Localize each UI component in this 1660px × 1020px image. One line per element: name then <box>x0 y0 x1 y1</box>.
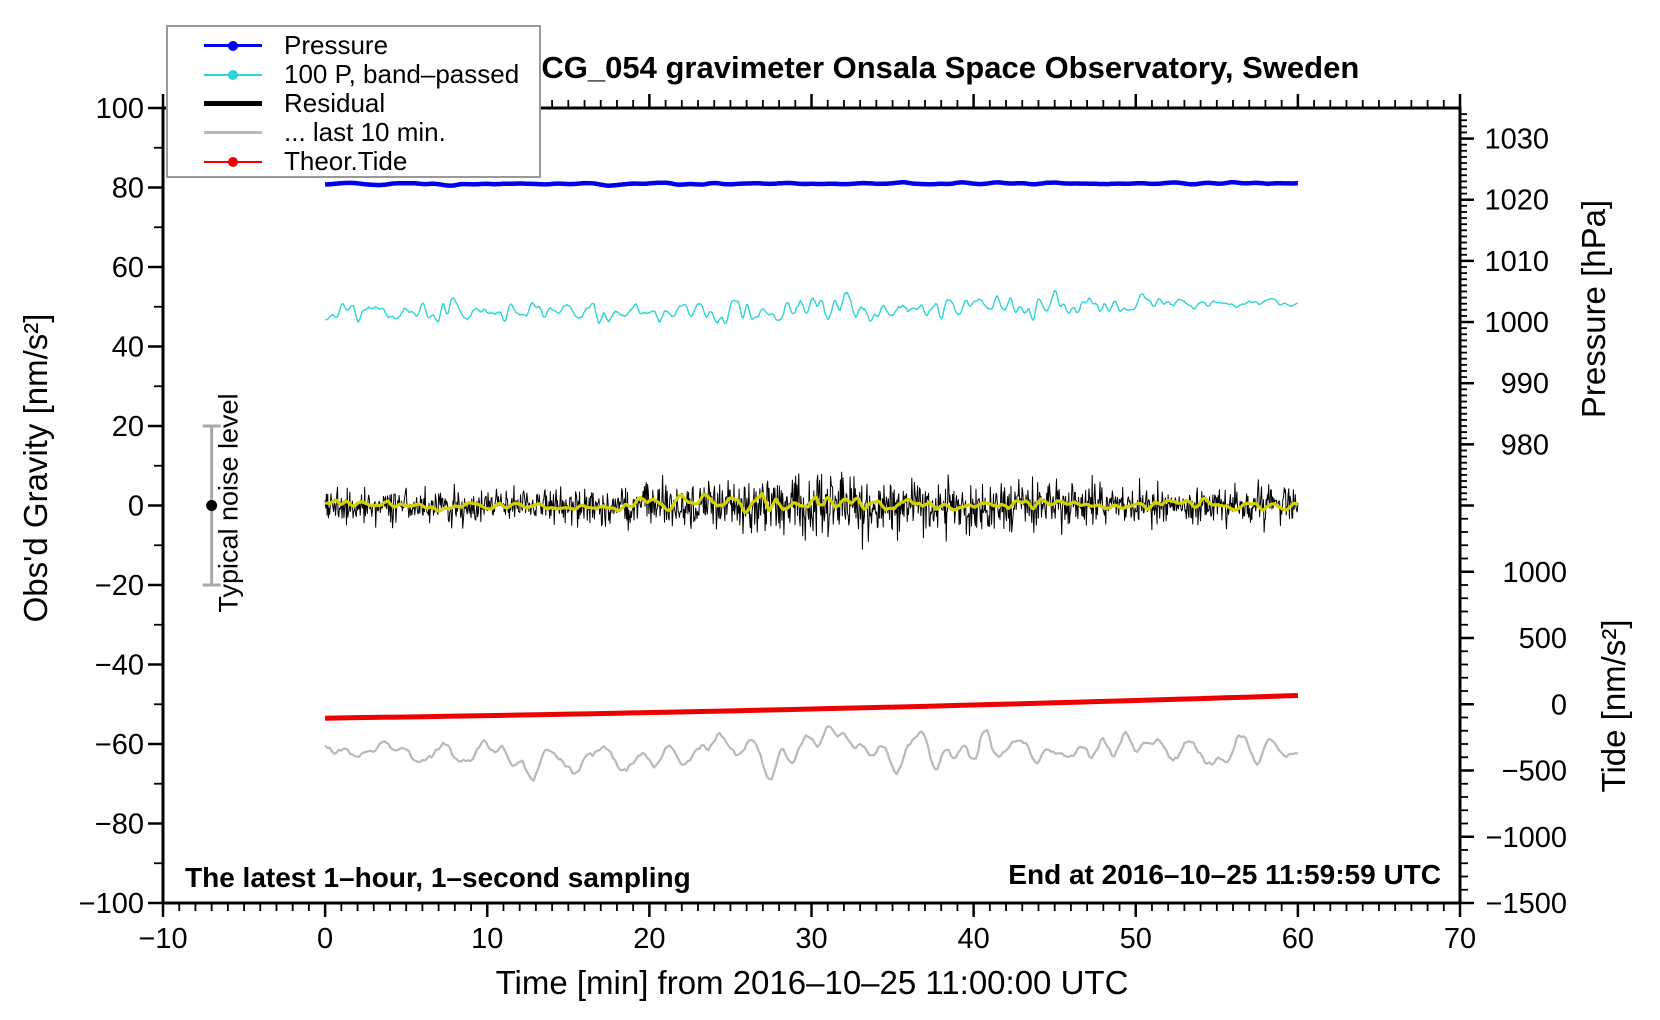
legend-item-3: Residual <box>168 88 539 118</box>
tick-label: 60 <box>112 252 144 284</box>
noise-bar-dot <box>206 500 218 511</box>
tick-label: 30 <box>795 923 827 955</box>
tick-label: −500 <box>1502 756 1567 788</box>
tick-label: 1030 <box>1484 124 1549 156</box>
sampling-note: The latest 1–hour, 1–second sampling <box>185 862 691 893</box>
tick-label: −1500 <box>1486 888 1567 920</box>
legend-label: Pressure <box>284 30 389 60</box>
page-title: SCG_054 gravimeter Onsala Space Observat… <box>520 50 1360 85</box>
end-time-note: End at 2016–10–25 11:59:59 UTC <box>1008 859 1441 890</box>
series-pressure-band-passed-line <box>325 289 1299 325</box>
tide-axis-title: Tide [nm/s²] <box>1595 619 1632 793</box>
tick-label: 500 <box>1519 623 1567 655</box>
tick-label: −80 <box>95 809 144 841</box>
legend-sample-line <box>204 40 262 51</box>
tick-label: 1010 <box>1484 246 1549 278</box>
tick-label: 50 <box>1120 923 1152 955</box>
tick-label: 0 <box>128 491 144 523</box>
series-last-10-min-line <box>324 725 1298 782</box>
x-axis-title: Time [min] from 2016–10–25 11:00:00 UTC <box>495 964 1129 1001</box>
legend-sample-line <box>204 101 262 106</box>
series-group <box>324 179 1299 782</box>
legend-sample-line <box>204 130 262 135</box>
legend-label: 100 P, band–passed <box>284 59 520 89</box>
legend-box: Pressure 100 P, band–passed Residual... la… <box>166 25 541 178</box>
tick-label: 20 <box>633 923 665 955</box>
legend-sample-line <box>204 69 262 80</box>
series-residual-smoothed-line <box>324 492 1299 514</box>
tick-label: −40 <box>95 650 144 682</box>
tick-label: 980 <box>1501 429 1549 461</box>
legend-label: ... last 10 min. <box>284 117 446 147</box>
tick-label: −60 <box>95 729 144 761</box>
legend-dot-marker <box>228 40 238 51</box>
legend-item-1: Pressure <box>168 30 539 60</box>
tick-label: 10 <box>471 923 503 955</box>
plot-frame <box>161 106 1462 905</box>
tick-label: 60 <box>1282 923 1314 955</box>
tick-label: 0 <box>1551 689 1567 721</box>
series-theor-tide-line <box>325 693 1298 721</box>
tick-label: −20 <box>95 570 144 602</box>
noise-bar-label: Typical noise level <box>213 393 244 613</box>
legend-line-swatch <box>204 101 262 106</box>
tick-label: 80 <box>112 173 144 205</box>
tick-label: 1000 <box>1484 307 1549 339</box>
legend-dot-marker <box>228 69 238 80</box>
series-residual-line <box>324 471 1299 550</box>
tick-label: 20 <box>112 411 144 443</box>
tick-label: 40 <box>957 923 989 955</box>
pressure-axis-title: Pressure [hPa] <box>1575 199 1612 419</box>
legend-label: Residual <box>284 88 386 118</box>
tick-label: −10 <box>138 923 187 955</box>
gravity-axis-title: Obs'd Gravity [nm/s²] <box>17 313 54 623</box>
tick-label: 100 <box>96 93 144 125</box>
legend-sample-line <box>204 156 262 167</box>
legend-item-2: 100 P, band–passed <box>168 59 539 89</box>
tick-label: 1020 <box>1484 185 1549 217</box>
tick-label: −1000 <box>1486 822 1567 854</box>
tick-label: −100 <box>79 888 144 920</box>
tick-label: 70 <box>1444 923 1476 955</box>
legend-line-swatch <box>204 130 262 135</box>
legend-item-4: ... last 10 min. <box>168 117 539 147</box>
tick-label: 40 <box>112 332 144 364</box>
legend-item-5: Theor.Tide <box>168 146 539 176</box>
tick-label: 1000 <box>1502 557 1567 589</box>
legend-dot-marker <box>228 156 238 167</box>
tick-label: 990 <box>1501 368 1549 400</box>
legend-label: Theor.Tide <box>284 146 408 176</box>
series-pressure-line <box>324 179 1299 188</box>
tick-label: 0 <box>317 923 333 955</box>
